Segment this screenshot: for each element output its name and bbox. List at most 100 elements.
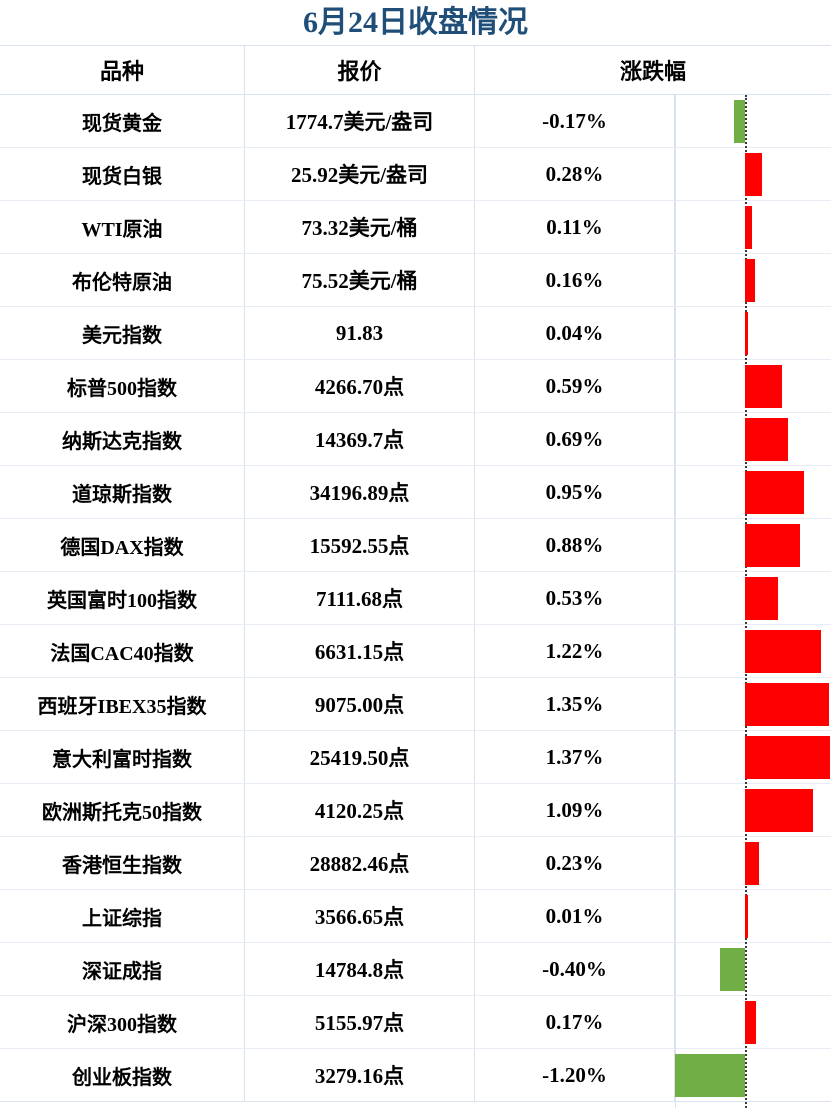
cell-instrument-name: 英国富时100指数 [0,572,245,624]
cell-change-bar-slot [675,895,831,938]
cell-instrument-name: 香港恒生指数 [0,837,245,889]
cell-change-bar-slot [675,683,831,726]
table-row: WTI原油 73.32美元/桶 0.11% [0,201,831,254]
column-header-change: 涨跌幅 [619,59,686,84]
cell-quote: 75.52美元/桶 [245,254,475,306]
cell-change-percent: 1.37% [475,731,675,783]
cell-instrument-name: 法国CAC40指数 [0,625,245,677]
table-row: 标普500指数 4266.70点 0.59% [0,360,831,413]
table-row: 法国CAC40指数 6631.15点 1.22% [0,625,831,678]
cell-quote: 4266.70点 [245,360,475,412]
cell-instrument-name: 欧洲斯托克50指数 [0,784,245,836]
cell-quote: 3279.16点 [245,1049,475,1101]
cell-change-percent: 0.17% [475,996,675,1048]
table-row: 现货黄金 1774.7美元/盎司 -0.17% [0,95,831,148]
cell-quote: 7111.68点 [245,572,475,624]
cell-quote: 4120.25点 [245,784,475,836]
table-row: 香港恒生指数 28882.46点 0.23% [0,837,831,890]
cell-change-bar-slot [675,736,831,779]
cell-quote: 73.32美元/桶 [245,201,475,253]
table-row: 意大利富时指数 25419.50点 1.37% [0,731,831,784]
cell-instrument-name: 意大利富时指数 [0,731,245,783]
table-row: 纳斯达克指数 14369.7点 0.69% [0,413,831,466]
cell-instrument-name: 创业板指数 [0,1049,245,1101]
page-title: 6月24日收盘情况 [303,5,528,39]
cell-change-percent: 1.22% [475,625,675,677]
cell-change-bar-slot [675,948,831,991]
table-row: 西班牙IBEX35指数 9075.00点 1.35% [0,678,831,731]
cell-quote: 1774.7美元/盎司 [245,95,475,147]
cell-instrument-name: 标普500指数 [0,360,245,412]
cell-change-bar-slot [675,100,831,143]
cell-instrument-name: 美元指数 [0,307,245,359]
cell-quote: 91.83 [245,307,475,359]
cell-quote: 3566.65点 [245,890,475,942]
cell-change-percent: -0.17% [475,95,675,147]
cell-instrument-name: 西班牙IBEX35指数 [0,678,245,730]
table-row: 德国DAX指数 15592.55点 0.88% [0,519,831,572]
cell-quote: 28882.46点 [245,837,475,889]
cell-change-percent: 0.01% [475,890,675,942]
cell-instrument-name: 现货黄金 [0,95,245,147]
cell-change-percent: 0.95% [475,466,675,518]
table-row: 美元指数 91.83 0.04% [0,307,831,360]
cell-change-percent: 0.16% [475,254,675,306]
cell-change-percent: 0.11% [475,201,675,253]
cell-change-percent: 0.23% [475,837,675,889]
cell-change-bar-slot [675,1054,831,1097]
cell-quote: 6631.15点 [245,625,475,677]
cell-change-bar-slot [675,418,831,461]
cell-change-bar-slot [675,259,831,302]
column-header-quote: 报价 [245,46,475,94]
cell-quote: 34196.89点 [245,466,475,518]
table-row: 英国富时100指数 7111.68点 0.53% [0,572,831,625]
table-header-row: 品种 报价 涨跌幅 [0,46,831,95]
cell-change-bar-slot [675,524,831,567]
sheet-title-row: 6月24日收盘情况 [0,0,831,46]
cell-instrument-name: WTI原油 [0,201,245,253]
cell-change-bar-slot [675,1001,831,1044]
cell-change-percent: 1.09% [475,784,675,836]
cell-change-percent: 0.88% [475,519,675,571]
cell-quote: 15592.55点 [245,519,475,571]
cell-change-bar-slot [675,365,831,408]
cell-change-percent: 1.35% [475,678,675,730]
cell-change-bar-slot [675,577,831,620]
cell-change-percent: 0.69% [475,413,675,465]
cell-change-bar-slot [675,312,831,355]
cell-change-percent: 0.59% [475,360,675,412]
table-row: 沪深300指数 5155.97点 0.17% [0,996,831,1049]
table-body: 现货黄金 1774.7美元/盎司 -0.17% 现货白银 25.92美元/盎司 0.28%… [0,95,831,1102]
cell-change-bar-slot [675,471,831,514]
cell-instrument-name: 现货白银 [0,148,245,200]
table-row: 现货白银 25.92美元/盎司 0.28% [0,148,831,201]
column-header-name: 品种 [0,46,245,94]
cell-instrument-name: 德国DAX指数 [0,519,245,571]
cell-change-percent: -1.20% [475,1049,675,1101]
cell-change-bar-slot [675,842,831,885]
cell-instrument-name: 道琼斯指数 [0,466,245,518]
table-row: 深证成指 14784.8点 -0.40% [0,943,831,996]
cell-instrument-name: 深证成指 [0,943,245,995]
cell-quote: 5155.97点 [245,996,475,1048]
cell-change-bar-slot [675,789,831,832]
table-row: 创业板指数 3279.16点 -1.20% [0,1049,831,1102]
cell-quote: 14784.8点 [245,943,475,995]
cell-change-bar-slot [675,206,831,249]
cell-instrument-name: 上证综指 [0,890,245,942]
table-row: 欧洲斯托克50指数 4120.25点 1.09% [0,784,831,837]
cell-change-percent: -0.40% [475,943,675,995]
cell-quote: 9075.00点 [245,678,475,730]
cell-instrument-name: 沪深300指数 [0,996,245,1048]
cell-change-percent: 0.28% [475,148,675,200]
cell-quote: 25.92美元/盎司 [245,148,475,200]
cell-quote: 25419.50点 [245,731,475,783]
cell-change-bar-slot [675,153,831,196]
table-row: 布伦特原油 75.52美元/桶 0.16% [0,254,831,307]
cell-instrument-name: 布伦特原油 [0,254,245,306]
cell-change-bar-slot [675,630,831,673]
cell-change-percent: 0.53% [475,572,675,624]
table-row: 道琼斯指数 34196.89点 0.95% [0,466,831,519]
cell-change-percent: 0.04% [475,307,675,359]
